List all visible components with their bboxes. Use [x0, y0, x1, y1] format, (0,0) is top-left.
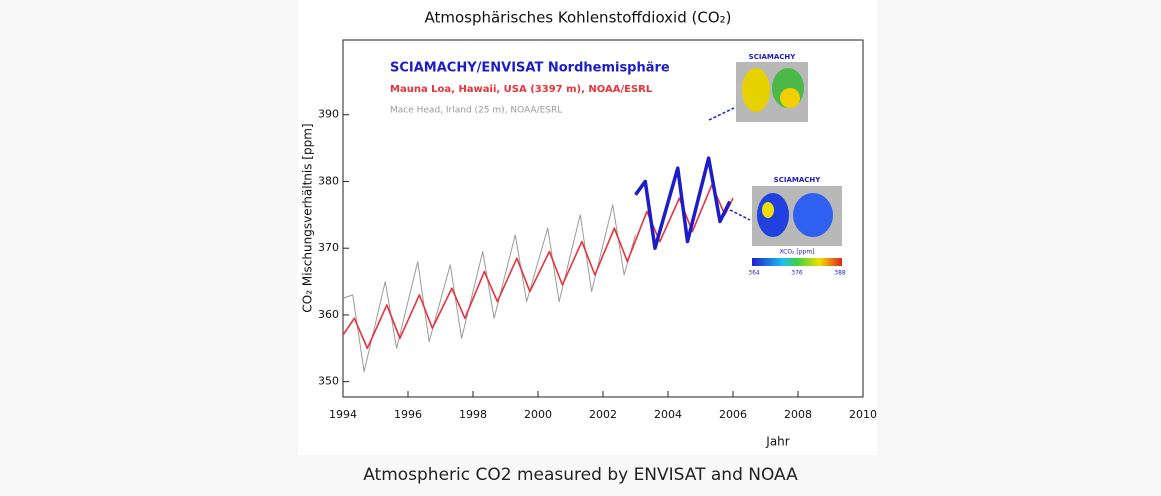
inset-map-region: [780, 88, 800, 108]
y-tick-label: 350: [318, 375, 339, 388]
y-tick-label: 380: [318, 174, 339, 187]
x-tick-label: 1996: [394, 408, 422, 421]
colorbar-label: XCO₂ [ppm]: [779, 249, 814, 256]
series-line: [343, 185, 733, 348]
x-tick-label: 2008: [784, 408, 812, 421]
colorbar-tick-label: 388: [834, 270, 846, 277]
inset-map-region: [757, 193, 789, 237]
legend-entry: SCIAMACHY/ENVISAT Nordhemisphäre: [390, 61, 670, 76]
y-tick-label: 360: [318, 308, 339, 321]
inset-map-region: [793, 193, 833, 237]
inset-map-region: [742, 68, 770, 112]
x-tick-label: 2004: [654, 408, 682, 421]
y-tick-label: 390: [318, 108, 339, 121]
chart-title: Atmosphärisches Kohlenstoffdioxid (CO₂): [424, 9, 731, 27]
inset-label: SCIAMACHY: [749, 53, 797, 61]
caption: Atmospheric CO2 measured by ENVISAT and …: [0, 465, 1161, 485]
x-tick-label: 2006: [719, 408, 747, 421]
legend-entry: Mace Head, Irland (25 m), NOAA/ESRL: [390, 106, 562, 116]
inset-map-region: [762, 202, 774, 218]
page: Atmosphärisches Kohlenstoffdioxid (CO₂) …: [0, 0, 1161, 496]
x-tick-label: 2000: [524, 408, 552, 421]
x-tick-label: 1994: [329, 408, 357, 421]
y-tick-label: 370: [318, 241, 339, 254]
inset-pointer: [730, 210, 750, 220]
series-line: [636, 158, 730, 248]
colorbar-tick-label: 364: [748, 270, 760, 277]
colorbar: [752, 258, 842, 266]
legend-entry: Mauna Loa, Hawaii, USA (3397 m), NOAA/ES…: [390, 84, 653, 95]
insets: SCIAMACHY SCIAMACHY XCO₂ [ppm] 364 376 388: [709, 53, 846, 277]
image-frame: Atmosphärisches Kohlenstoffdioxid (CO₂) …: [298, 0, 877, 455]
x-tick-label: 2002: [589, 408, 617, 421]
chart: Atmosphärisches Kohlenstoffdioxid (CO₂) …: [298, 0, 877, 455]
colorbar-tick-label: 376: [791, 270, 803, 277]
x-axis-label: Jahr: [765, 435, 789, 449]
x-tick-label: 2010: [849, 408, 877, 421]
x-tick-label: 1998: [459, 408, 487, 421]
y-axis-label: CO₂ Mischungsverhältnis [ppm]: [301, 123, 315, 312]
inset-pointer: [709, 108, 734, 120]
series-line: [343, 205, 636, 372]
inset-label: SCIAMACHY: [774, 176, 822, 184]
